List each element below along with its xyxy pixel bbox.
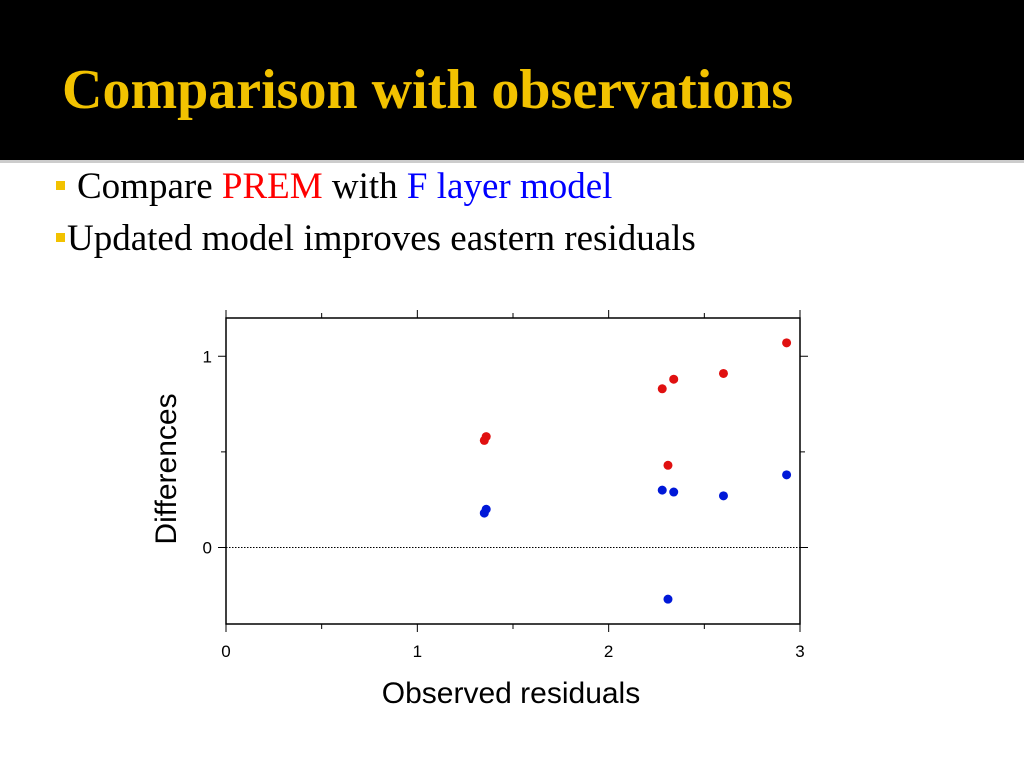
f-layer-model-label: F layer model	[406, 166, 613, 207]
x-tick-label: 1	[413, 642, 422, 661]
title-bar	[0, 0, 1024, 160]
prem-data-point	[663, 460, 673, 470]
bullet-compare: Compare PREM with F layer model	[56, 168, 612, 205]
bullet-updated-model: Updated model improves eastern residuals	[56, 220, 696, 257]
f-layer-data-point	[479, 508, 489, 518]
bullet-compare-prefix: Compare	[77, 166, 222, 207]
square-bullet-icon	[56, 181, 65, 191]
f-layer-data-point	[782, 470, 792, 480]
bullet-updated-model-text: Updated model improves eastern residuals	[67, 218, 696, 259]
prem-data-point	[669, 374, 679, 384]
f-layer-data-point	[718, 491, 728, 501]
x-tick-label: 0	[221, 642, 230, 661]
f-layer-data-point	[663, 594, 673, 604]
f-layer-data-point	[669, 487, 679, 497]
prem-data-point	[479, 435, 489, 445]
prem-data-point	[657, 384, 667, 394]
slide-title: Comparison with observations	[62, 59, 794, 121]
x-axis-label: Observed residuals	[382, 677, 640, 710]
f-layer-data-point	[657, 485, 667, 495]
square-bullet-icon	[56, 233, 65, 243]
x-tick-label: 3	[795, 642, 804, 661]
y-axis-label: Differences	[150, 393, 183, 544]
y-tick-label: 0	[203, 539, 212, 558]
prem-data-point	[718, 368, 728, 378]
x-tick-label: 2	[604, 642, 613, 661]
plot-frame	[225, 317, 801, 625]
bullet-compare-middle: with	[322, 166, 407, 207]
y-tick-label: 1	[203, 347, 212, 366]
prem-label: PREM	[221, 166, 323, 207]
title-divider	[0, 160, 1024, 163]
prem-data-point	[782, 338, 792, 348]
